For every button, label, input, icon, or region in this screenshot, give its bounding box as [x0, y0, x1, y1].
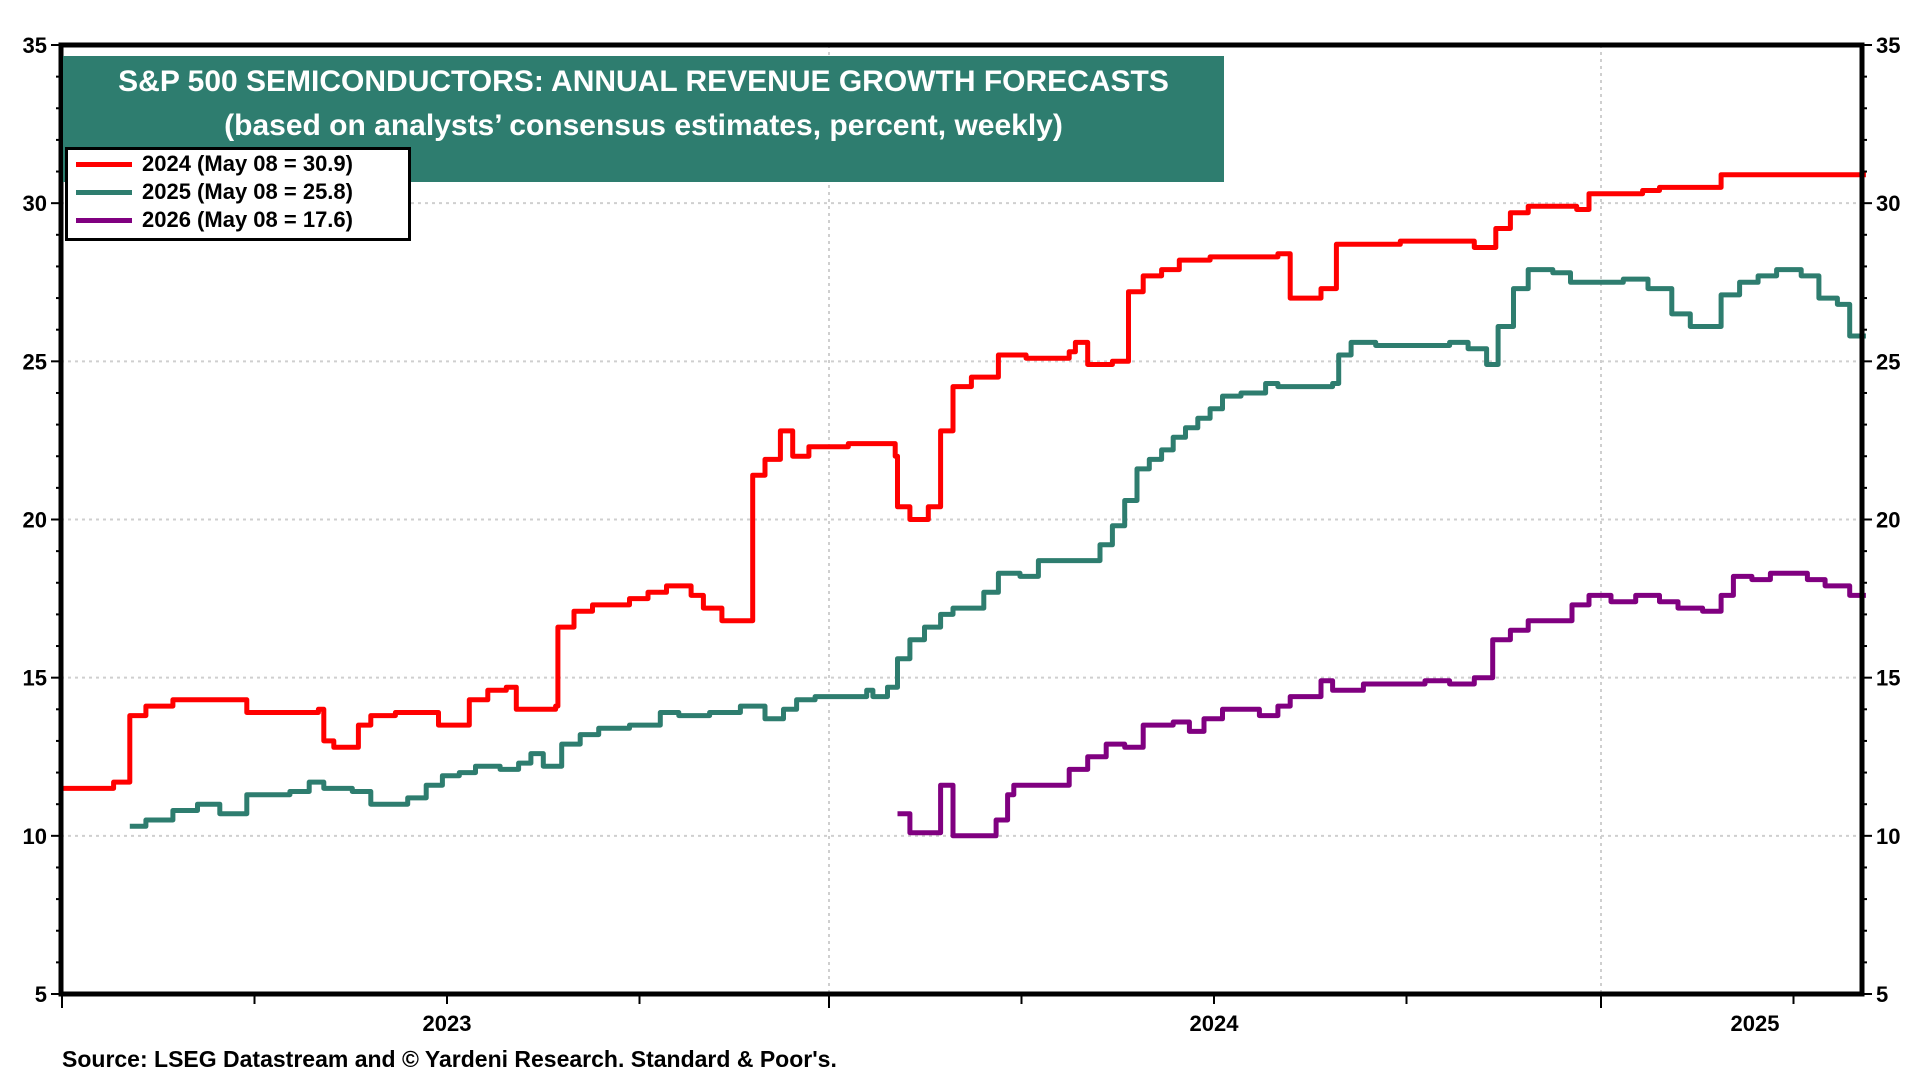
- source-note: Source: LSEG Datastream and © Yardeni Re…: [62, 1046, 837, 1072]
- legend-swatch-2025: [76, 189, 132, 195]
- y-tick-label-left: 35: [23, 33, 47, 58]
- legend-label-2026: 2026 (May 08 = 17.6): [142, 207, 353, 232]
- y-tick-label-left: 10: [23, 824, 47, 849]
- grid: [61, 45, 1862, 994]
- legend-label-2025: 2025 (May 08 = 25.8): [142, 179, 353, 204]
- legend-item-2025: 2025 (May 08 = 25.8): [68, 178, 408, 206]
- x-tick-label: 2025: [1731, 1011, 1780, 1036]
- series-line-2025: [129, 267, 1866, 829]
- series-layer: [62, 172, 1866, 839]
- x-tick-label: 2023: [423, 1011, 472, 1036]
- y-tick-label-right: 10: [1876, 824, 1900, 849]
- y-tick-label-left: 30: [23, 191, 47, 216]
- legend-item-2024: 2024 (May 08 = 30.9): [68, 150, 408, 178]
- y-tick-label-right: 30: [1876, 191, 1900, 216]
- y-tick-label-left: 15: [23, 666, 47, 691]
- legend-item-2026: 2026 (May 08 = 17.6): [68, 206, 408, 234]
- y-axis-left: 5 10 15 20 25 30 35: [23, 33, 61, 1007]
- legend: 2024 (May 08 = 30.9) 2025 (May 08 = 25.8…: [65, 147, 411, 241]
- x-tick-label: 2024: [1190, 1011, 1240, 1036]
- y-tick-label-right: 15: [1876, 666, 1900, 691]
- legend-swatch-2024: [76, 161, 132, 167]
- chart-subtitle: (based on analysts’ consensus estimates,…: [224, 109, 1063, 142]
- y-tick-label-right: 25: [1876, 349, 1900, 374]
- y-tick-label-right: 5: [1876, 982, 1888, 1007]
- y-tick-label-left: 25: [23, 349, 47, 374]
- y-tick-label-right: 35: [1876, 33, 1900, 58]
- legend-label-2024: 2024 (May 08 = 30.9): [142, 151, 353, 176]
- chart-title: S&P 500 SEMICONDUCTORS: ANNUAL REVENUE G…: [118, 65, 1169, 98]
- x-axis: 2023 2024 2025: [61, 994, 1795, 1036]
- series-line-2024: [62, 172, 1866, 791]
- y-axis-right: 5 10 15 20 25 30 35: [1862, 33, 1900, 1007]
- y-tick-label-right: 20: [1876, 508, 1900, 533]
- series-line-2026: [897, 570, 1866, 839]
- legend-swatch-2026: [76, 217, 132, 223]
- chart-title-banner: S&P 500 SEMICONDUCTORS: ANNUAL REVENUE G…: [63, 56, 1224, 182]
- y-tick-label-left: 20: [23, 508, 47, 533]
- y-tick-label-left: 5: [35, 982, 47, 1007]
